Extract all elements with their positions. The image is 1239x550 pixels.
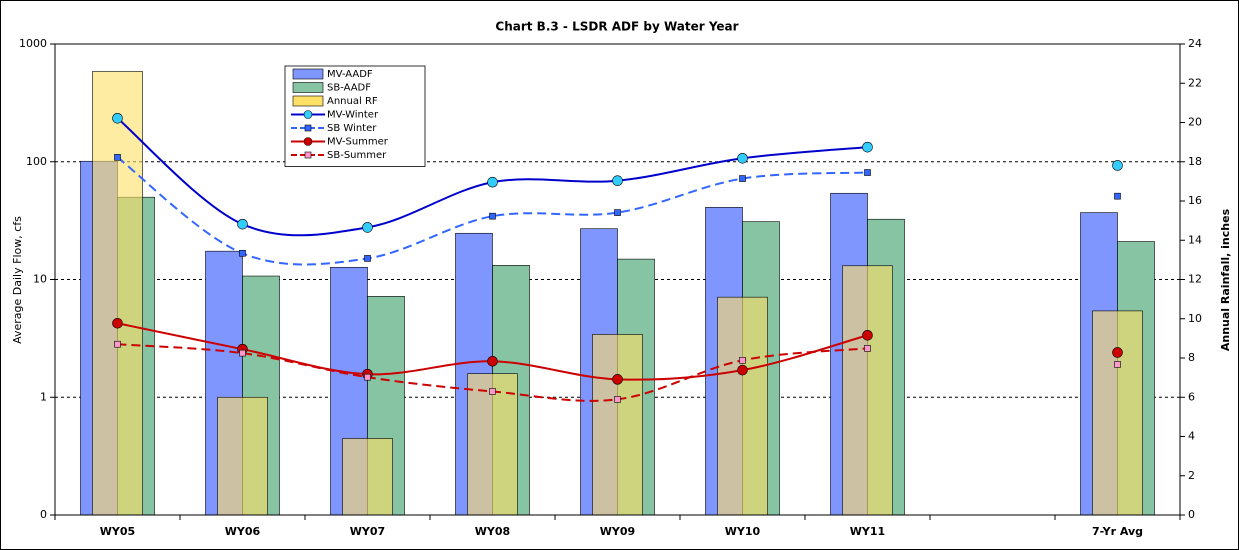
x-tick-label: 7-Yr Avg [1092, 525, 1143, 538]
chart-title: Chart B.3 - LSDR ADF by Water Year [495, 20, 738, 34]
x-tick-label: WY10 [725, 525, 761, 538]
marker [237, 218, 248, 230]
marker [612, 175, 623, 187]
bar [217, 396, 268, 516]
legend-label: Annual RF [327, 96, 378, 107]
legend-swatch [292, 95, 324, 107]
y2-tick-label: 6 [1188, 390, 1195, 403]
marker [862, 141, 873, 153]
marker [612, 374, 623, 385]
marker [1112, 160, 1123, 171]
y2-tick-label: 12 [1188, 273, 1202, 286]
marker [737, 364, 748, 376]
marker [862, 329, 873, 341]
x-tick-label: WY11 [850, 525, 885, 538]
x-tick-label: WY05 [100, 525, 135, 538]
marker [487, 355, 498, 367]
marker [239, 349, 246, 357]
y-tick-label: 100 [26, 155, 47, 168]
bar [717, 296, 768, 516]
marker [737, 152, 748, 164]
marker [364, 373, 371, 381]
y2-tick-label: 18 [1188, 155, 1202, 168]
y2-tick-label: 4 [1188, 430, 1195, 443]
legend-label: SB Winter [327, 123, 377, 134]
y2-tick-label: 0 [1188, 508, 1195, 521]
y2-tick-label: 20 [1188, 116, 1202, 129]
legend-marker [303, 110, 313, 119]
legend-label: MV-Winter [327, 110, 379, 121]
legend-marker [304, 124, 312, 132]
bar [842, 265, 893, 516]
bar [592, 334, 643, 516]
y2-tick-label: 10 [1188, 312, 1202, 325]
legend-swatch [292, 82, 324, 93]
y2-tick-label: 22 [1188, 76, 1202, 89]
marker [614, 209, 621, 216]
marker [114, 154, 121, 161]
marker [112, 317, 123, 329]
marker [739, 356, 746, 364]
marker [739, 175, 746, 182]
marker [362, 222, 373, 233]
bar [342, 438, 393, 516]
marker [114, 340, 121, 348]
marker [1114, 361, 1121, 368]
x-tick-label: WY07 [350, 525, 385, 538]
y2-tick-label: 24 [1188, 37, 1202, 50]
x-tick-label: WY09 [600, 525, 635, 538]
marker [1112, 347, 1123, 358]
marker [364, 255, 371, 262]
y-tick-label: 10 [33, 273, 47, 286]
legend-swatch [292, 68, 324, 80]
y-axis-label: Average Daily Flow, cfs [11, 216, 24, 344]
legend-marker [304, 151, 312, 159]
marker [489, 212, 496, 220]
y-tick-label: 0 [40, 508, 47, 521]
legend-marker [303, 137, 313, 146]
y-tick-label: 1 [40, 390, 47, 403]
y2-tick-label: 16 [1188, 194, 1202, 207]
marker [864, 345, 871, 352]
marker [112, 112, 123, 124]
marker [489, 388, 496, 395]
legend-label: SB-Summer [327, 150, 387, 161]
y2-tick-label: 2 [1188, 469, 1195, 482]
marker [239, 249, 246, 257]
bar [1092, 310, 1143, 516]
x-tick-label: WY08 [475, 525, 510, 538]
legend-label: SB-AADF [327, 83, 371, 94]
legend-label: MV-Summer [327, 137, 389, 148]
y-tick-label: 1000 [19, 37, 47, 50]
marker [614, 396, 621, 403]
y2-tick-label: 8 [1188, 351, 1195, 364]
plot-frame [54, 43, 1181, 516]
x-tick-label: WY06 [225, 525, 261, 538]
y2-axis-label: Annual Rainfall, inches [1219, 208, 1232, 351]
bar [467, 373, 518, 516]
marker [1114, 192, 1121, 200]
marker [864, 169, 871, 176]
marker [487, 176, 498, 188]
legend-label: MV-AADF [327, 69, 373, 80]
y2-tick-label: 14 [1188, 233, 1202, 246]
bar [92, 71, 143, 516]
